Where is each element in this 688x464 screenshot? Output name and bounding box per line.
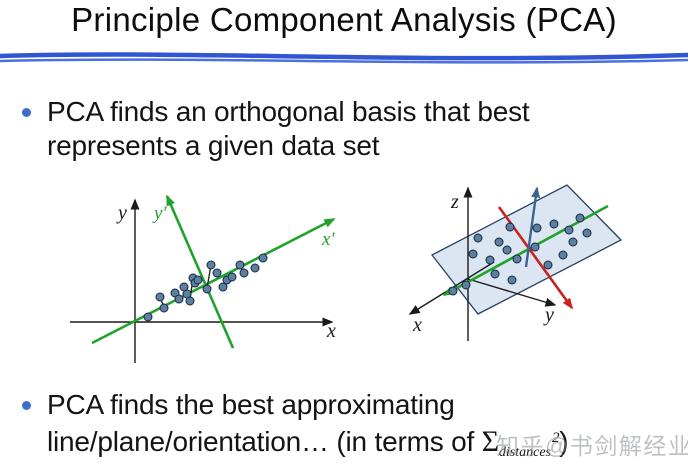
right-data-point — [558, 250, 568, 260]
right-z-axis-label: z — [450, 191, 459, 213]
right-y-axis — [467, 278, 557, 307]
sigma-symbol: Σ — [481, 424, 499, 458]
formula-prefix: line/plane/orientation… (in terms of — [47, 425, 482, 457]
left-data-point — [227, 272, 237, 282]
bullet1-text: PCA finds an orthogonal basis that best … — [47, 95, 530, 162]
sigma-superscript: 2 — [551, 429, 560, 446]
bullet1-line1: PCA finds an orthogonal basis that best — [47, 96, 530, 127]
right-data-point — [502, 245, 512, 255]
right-data-point — [568, 237, 578, 247]
right-data-point — [543, 260, 553, 270]
sigma-subscript: distances — [498, 444, 551, 460]
right-data-point — [532, 223, 542, 233]
bullet-item-1: PCA finds an orthogonal basis that best … — [22, 95, 530, 162]
bullet-icon — [22, 401, 31, 410]
left-y-prime-axis — [165, 194, 235, 349]
left-data-point — [159, 303, 169, 313]
bullet1-line2: represents a given data set — [47, 129, 380, 161]
left-data-point — [212, 268, 222, 278]
formula-suffix: ) — [559, 425, 569, 457]
right-data-point — [507, 275, 517, 285]
left-y-prime-label: y' — [152, 203, 167, 224]
left-x-axis-label: x — [326, 320, 336, 342]
left-data-point — [258, 253, 268, 263]
bullet2-line1: PCA finds the best approximating — [47, 389, 455, 420]
bullet2-text: PCA finds the best approximating line/pl… — [47, 388, 569, 464]
left-data-point — [202, 284, 212, 294]
watermark: 知乎@书剑解经业 — [496, 433, 688, 459]
right-data-point — [485, 255, 495, 265]
left-data-point — [174, 294, 184, 304]
right-data-point — [512, 254, 522, 264]
title-divider-stroke-1 — [0, 52, 688, 61]
right-data-point — [549, 219, 559, 229]
left-data-point — [235, 260, 245, 270]
right-data-point — [530, 242, 540, 252]
right-data-point — [473, 233, 483, 243]
title-divider-stroke-2 — [0, 58, 688, 64]
left-data-point — [193, 275, 203, 285]
right-normal-arrow — [524, 186, 541, 268]
right-data-point — [575, 213, 585, 223]
left-data-point — [239, 268, 249, 278]
right-data-point — [494, 237, 504, 247]
left-data-point — [218, 282, 228, 292]
left-data-point — [143, 312, 153, 322]
slide-title: Principle Component Analysis (PCA) — [71, 1, 617, 38]
right-data-point — [582, 228, 592, 238]
bullet2-line2: line/plane/orientation… (in terms of Σdi… — [47, 422, 569, 464]
left-data-point — [155, 292, 165, 302]
right-data-point — [564, 225, 574, 235]
right-y-axis-label: y — [543, 304, 554, 326]
left-x-prime-axis — [91, 217, 336, 345]
left-y-axis-label: y — [116, 202, 127, 224]
bullet-icon — [22, 108, 31, 117]
right-data-point — [448, 286, 458, 296]
left-data-point — [206, 260, 216, 270]
left-data-point — [250, 263, 260, 273]
left-data-point — [185, 296, 195, 306]
bullet-item-2: PCA finds the best approximating line/pl… — [22, 388, 569, 464]
left-x-prime-label: x' — [321, 229, 335, 250]
right-data-point — [505, 222, 515, 232]
right-data-point — [461, 280, 471, 290]
right-data-point — [468, 249, 478, 259]
right-x-axis-label: x — [412, 314, 422, 336]
right-data-point — [490, 269, 500, 279]
